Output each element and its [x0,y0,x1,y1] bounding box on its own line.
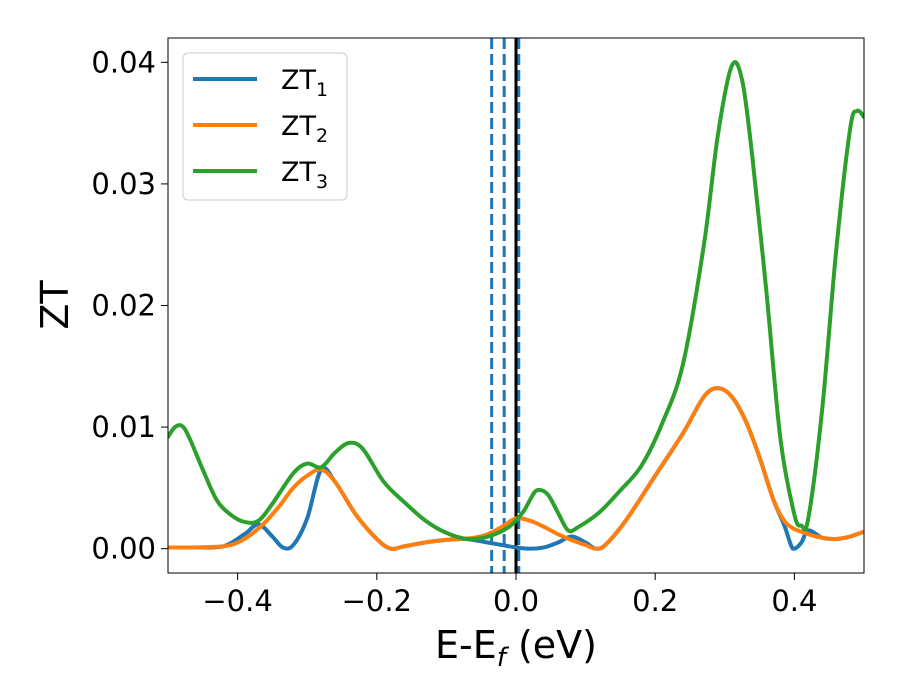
legend-frame [182,52,348,201]
y-tick-label: 0.03 [91,167,156,201]
x-axis-label-main: E-E [435,623,497,667]
x-axis-ticks: −0.4 −0.2 0.0 0.2 0.4 [202,573,817,618]
x-tick-label: −0.2 [342,584,412,618]
x-tick-label: 0.2 [632,584,678,618]
legend: ZT1 ZT2 ZT3 [182,52,348,201]
series-lines [168,60,864,551]
legend-label: ZT3 [281,157,328,193]
x-axis-label: E-Ef (eV) [435,623,597,673]
x-tick-label: −0.4 [202,584,272,618]
x-axis-label-unit: (eV) [506,623,597,667]
y-tick-label: 0.02 [91,289,156,323]
x-tick-label: 0.4 [771,584,817,618]
series-line-zt1 [168,386,864,551]
y-axis-ticks: 0.00 0.01 0.02 0.03 0.04 [91,45,168,566]
y-tick-label: 0.01 [91,410,156,444]
y-tick-label: 0.04 [91,45,156,79]
legend-label: ZT2 [281,111,328,147]
x-tick-label: 0.0 [493,584,539,618]
reference-lines [490,38,521,573]
series-line-zt3 [168,60,864,542]
legend-label: ZT1 [281,65,328,101]
series-line-zt2 [168,386,864,551]
y-axis-label: ZT [33,280,77,330]
y-tick-label: 0.00 [91,532,156,566]
